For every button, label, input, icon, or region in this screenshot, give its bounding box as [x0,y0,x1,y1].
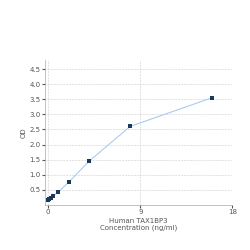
Point [49,196,53,200]
Y-axis label: OD: OD [21,127,27,138]
Point [128,124,132,128]
Point [66,180,70,184]
Point [87,159,91,163]
Point [210,96,214,100]
Point [51,194,55,198]
Point [46,198,50,202]
Point [47,197,51,201]
Point [56,190,60,194]
X-axis label: Human TAX1BP3
Concentration (ng/ml): Human TAX1BP3 Concentration (ng/ml) [100,218,178,232]
Point [47,197,51,201]
